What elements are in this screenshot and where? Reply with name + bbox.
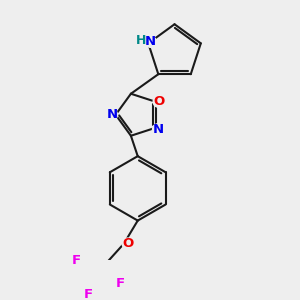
Text: F: F	[116, 277, 124, 290]
Circle shape	[153, 96, 164, 107]
Circle shape	[135, 35, 146, 46]
Circle shape	[106, 109, 118, 120]
Text: N: N	[152, 123, 164, 136]
Text: O: O	[153, 95, 164, 108]
Text: F: F	[72, 254, 81, 267]
Text: O: O	[122, 237, 133, 250]
Text: N: N	[145, 35, 156, 48]
Text: F: F	[84, 288, 93, 300]
Circle shape	[152, 124, 164, 135]
Circle shape	[145, 36, 156, 47]
Circle shape	[114, 278, 125, 289]
Circle shape	[122, 238, 133, 249]
Text: H: H	[135, 34, 146, 47]
Text: N: N	[106, 108, 118, 121]
Circle shape	[71, 255, 82, 266]
Circle shape	[83, 289, 94, 300]
